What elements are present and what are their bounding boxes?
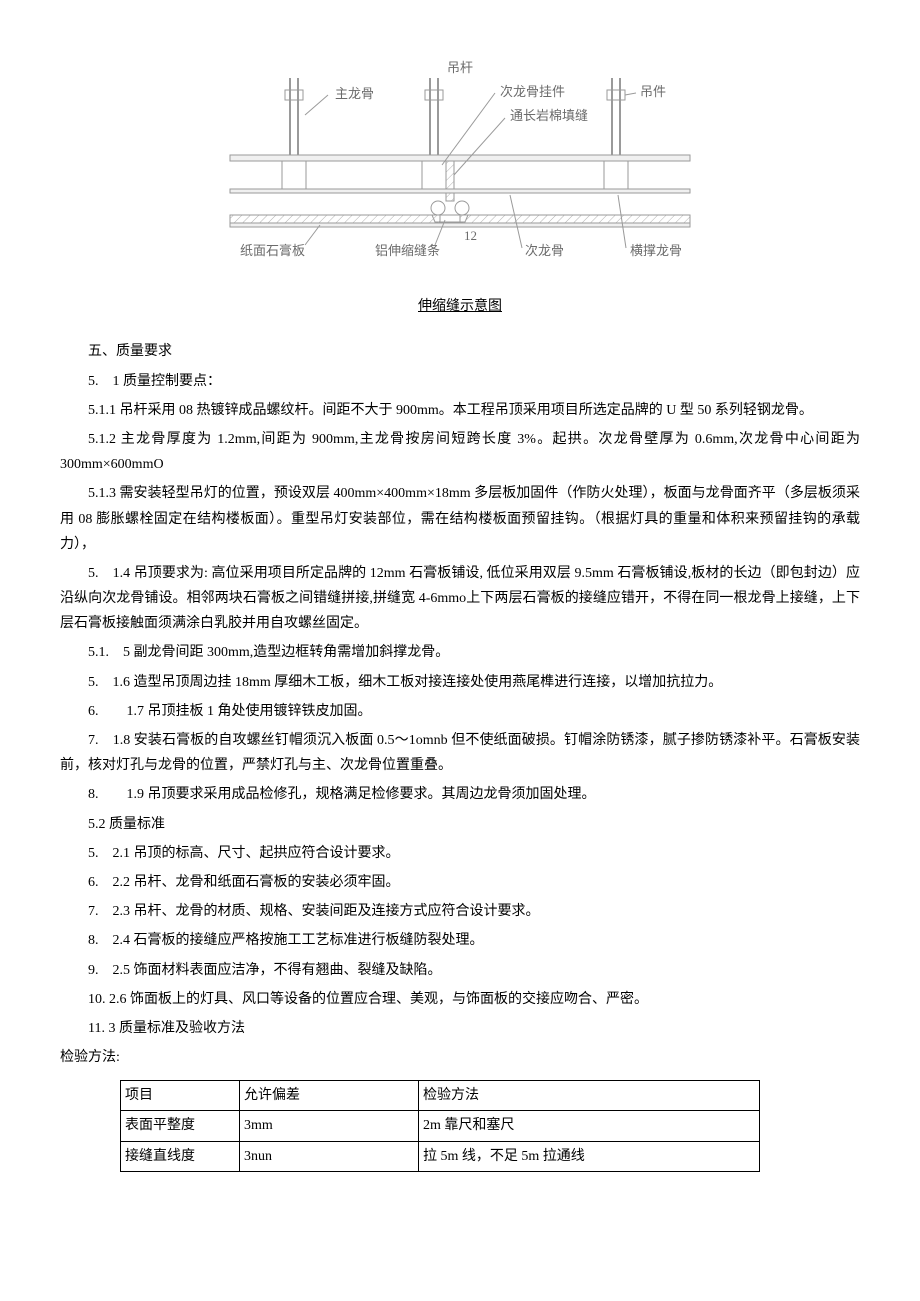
- table-cell: 3mm: [240, 1111, 419, 1141]
- label-dim-12: 12: [464, 228, 477, 243]
- figure-caption: 伸缩缝示意图: [60, 294, 860, 319]
- para-11-3: 11. 3 质量标准及验收方法: [60, 1016, 860, 1041]
- table-row: 接缝直线度 3nun 拉 5m 线，不足 5m 拉通线: [121, 1141, 760, 1171]
- label-sub-keel: 次龙骨: [525, 243, 564, 258]
- para-5-1-1: 5.1.1 吊杆采用 08 热镀锌成品螺纹杆。间距不大于 900mm。本工程吊顶…: [60, 398, 860, 423]
- para-8-1-9: 8. 1.9 吊顶要求采用成品检修孔，规格满足检修要求。其周边龙骨须加固处理。: [60, 782, 860, 807]
- label-sub-keel-hanger: 次龙骨挂件: [500, 84, 565, 99]
- para-5-1-3: 5.1.3 需安装轻型吊灯的位置，预设双层 400mm×400mm×18mm 多…: [60, 481, 860, 557]
- table-header-tolerance: 允许偏差: [240, 1081, 419, 1111]
- label-gypsum-board: 纸面石膏板: [240, 243, 305, 258]
- para-5-1-4: 5. 1.4 吊顶要求为: 高位采用项目所定品牌的 12mm 石膏板铺设, 低位…: [60, 561, 860, 637]
- para-10-2-6: 10. 2.6 饰面板上的灯具、风口等设备的位置应合理、美观，与饰面板的交接应吻…: [60, 987, 860, 1012]
- expansion-joint-diagram: 吊杆 主龙骨 次龙骨挂件 吊件: [210, 60, 710, 280]
- para-7-1-8: 7. 1.8 安装石膏板的自攻螺丝钉帽须沉入板面 0.5～1omnb 但不使纸面…: [60, 728, 860, 778]
- para-5-2-1: 5. 2.1 吊顶的标高、尺寸、起拱应符合设计要求。: [60, 841, 860, 866]
- label-rockwool: 通长岩棉填缝: [510, 108, 588, 123]
- table-cell: 接缝直线度: [121, 1141, 240, 1171]
- para-5-2: 5.2 质量标准: [60, 812, 860, 837]
- para-5-1-5: 5.1. 5 副龙骨间距 300mm,造型边框转角需增加斜撑龙骨。: [60, 640, 860, 665]
- table-cell: 3nun: [240, 1141, 419, 1171]
- label-al-strip: 铝伸缩缝条: [375, 243, 440, 258]
- para-5-1-6: 5. 1.6 造型吊顶周边挂 18mm 厚细木工板，细木工板对接连接处使用燕尾榫…: [60, 670, 860, 695]
- table-cell: 表面平整度: [121, 1111, 240, 1141]
- table-cell: 拉 5m 线，不足 5m 拉通线: [419, 1141, 760, 1171]
- para-6-2-2: 6. 2.2 吊杆、龙骨和纸面石膏板的安装必须牢固。: [60, 870, 860, 895]
- inspection-table: 项目 允许偏差 检验方法 表面平整度 3mm 2m 靠尺和塞尺 接缝直线度 3n…: [120, 1080, 760, 1172]
- document-body: 五、质量要求 5. 1 质量控制要点： 5.1.1 吊杆采用 08 热镀锌成品螺…: [60, 339, 860, 1070]
- table-header-row: 项目 允许偏差 检验方法: [121, 1081, 760, 1111]
- label-hanger-rod: 吊杆: [447, 60, 473, 75]
- para-6-1-7: 6. 1.7 吊顶挂板 1 角处使用镀锌铁皮加固。: [60, 699, 860, 724]
- para-5-1-2: 5.1.2 主龙骨厚度为 1.2mm,间距为 900mm,主龙骨按房间短跨长度 …: [60, 427, 860, 477]
- figure-container: 吊杆 主龙骨 次龙骨挂件 吊件: [60, 60, 860, 319]
- table-row: 表面平整度 3mm 2m 靠尺和塞尺: [121, 1111, 760, 1141]
- label-hanger: 吊件: [640, 84, 666, 99]
- table-header-method: 检验方法: [419, 1081, 760, 1111]
- inspection-label: 检验方法:: [60, 1045, 860, 1070]
- table-cell: 2m 靠尺和塞尺: [419, 1111, 760, 1141]
- label-main-keel: 主龙骨: [335, 86, 374, 101]
- para-9-2-5: 9. 2.5 饰面材料表面应洁净，不得有翘曲、裂缝及缺陷。: [60, 958, 860, 983]
- para-8-2-4: 8. 2.4 石膏板的接缝应严格按施工工艺标准进行板缝防裂处理。: [60, 928, 860, 953]
- label-cross-bracing: 横撑龙骨: [630, 243, 682, 258]
- para-7-2-3: 7. 2.3 吊杆、龙骨的材质、规格、安装间距及连接方式应符合设计要求。: [60, 899, 860, 924]
- table-header-item: 项目: [121, 1081, 240, 1111]
- section-5-title: 五、质量要求: [60, 339, 860, 364]
- para-5-1: 5. 1 质量控制要点：: [60, 369, 860, 394]
